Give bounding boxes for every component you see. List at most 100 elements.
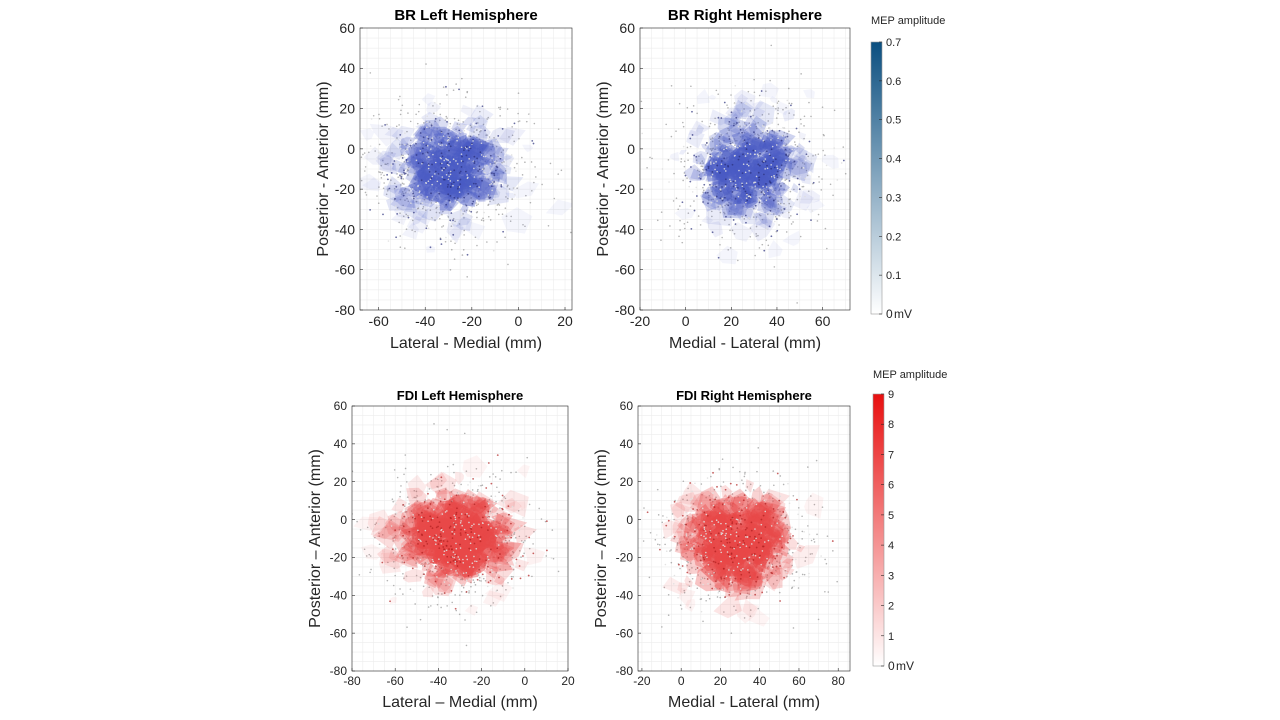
data-point — [408, 530, 411, 533]
data-point — [749, 115, 752, 118]
data-point — [492, 602, 495, 604]
data-polygon — [790, 182, 799, 194]
data-polygon — [433, 578, 452, 593]
data-point — [463, 229, 466, 232]
data-point — [369, 555, 372, 557]
data-point — [775, 569, 777, 572]
data-point — [481, 573, 484, 576]
colorbar-gradient — [870, 41, 883, 315]
data-point — [769, 181, 772, 184]
data-polygon — [741, 174, 770, 188]
data-point — [760, 537, 762, 540]
data-polygon — [425, 185, 439, 198]
data-point — [749, 198, 752, 201]
data-point — [447, 216, 450, 218]
data-point — [427, 492, 429, 495]
data-point — [460, 165, 463, 168]
data-point — [757, 154, 760, 157]
data-point — [723, 157, 726, 160]
data-polygon — [379, 552, 401, 574]
data-point — [794, 528, 797, 531]
data-point — [481, 148, 484, 150]
data-point — [753, 539, 756, 542]
data-point — [395, 512, 398, 515]
data-point — [727, 165, 730, 168]
data-point — [370, 118, 373, 120]
data-point — [829, 183, 832, 186]
data-point — [793, 160, 796, 163]
data-point — [758, 176, 761, 179]
data-point — [411, 186, 414, 189]
data-point — [728, 201, 730, 204]
data-polygon — [716, 245, 738, 265]
data-point — [393, 187, 396, 190]
data-point — [418, 191, 421, 194]
data-point — [720, 540, 723, 543]
data-point — [776, 165, 778, 167]
data-point — [733, 556, 736, 559]
data-point — [729, 140, 732, 143]
data-point — [691, 490, 693, 493]
data-polygon — [744, 194, 754, 205]
data-point — [718, 188, 720, 191]
data-point — [425, 227, 428, 230]
data-point — [826, 535, 829, 537]
data-point — [790, 223, 793, 225]
data-point — [452, 497, 454, 500]
data-point — [817, 618, 820, 621]
data-point — [493, 172, 495, 175]
data-point — [708, 540, 711, 542]
data-polygon — [427, 143, 442, 156]
data-point — [721, 199, 724, 202]
data-point — [458, 516, 460, 519]
data-point — [731, 163, 734, 166]
data-point — [760, 90, 763, 92]
data-point — [709, 536, 711, 539]
data-polygon — [733, 101, 755, 117]
data-point — [744, 506, 746, 509]
data-point — [417, 530, 420, 533]
data-point — [461, 524, 463, 527]
data-point — [392, 500, 394, 503]
data-point — [480, 142, 483, 145]
data-point — [489, 200, 491, 203]
data-polygon — [405, 154, 418, 170]
data-point — [401, 157, 404, 159]
data-point — [771, 129, 774, 132]
data-polygon — [466, 496, 491, 514]
data-point — [773, 175, 775, 177]
data-point — [416, 556, 419, 559]
data-polygon — [471, 189, 483, 201]
data-point — [808, 101, 810, 104]
data-point — [534, 166, 536, 168]
data-point — [520, 540, 523, 542]
data-point — [730, 194, 732, 196]
data-point — [686, 560, 688, 563]
data-polygon — [421, 93, 436, 107]
data-point — [686, 571, 689, 574]
data-point — [415, 154, 418, 156]
y-tick-label: -40 — [330, 588, 348, 602]
data-polygon — [752, 512, 770, 536]
data-point — [411, 521, 414, 524]
data-point — [365, 194, 368, 196]
data-point — [507, 184, 509, 187]
data-point — [784, 171, 787, 174]
data-point — [691, 548, 694, 550]
data-point — [510, 534, 513, 537]
data-point — [447, 172, 450, 174]
data-polygon — [455, 471, 464, 485]
x-tick-label: -60 — [369, 313, 389, 329]
data-point — [701, 493, 703, 496]
data-point — [682, 125, 685, 128]
data-point — [399, 246, 402, 248]
data-point — [776, 176, 779, 179]
data-point — [423, 122, 425, 124]
data-polygon — [468, 510, 481, 524]
data-point — [400, 511, 403, 514]
data-point — [454, 155, 457, 158]
data-point — [684, 227, 686, 230]
data-point — [430, 501, 432, 503]
data-polygon — [488, 542, 515, 566]
